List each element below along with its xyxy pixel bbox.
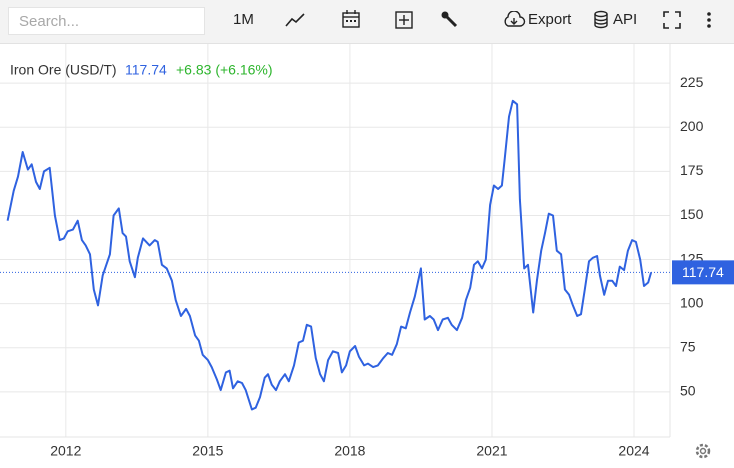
y-tick-label: 150	[680, 206, 704, 222]
x-tick-label: 2024	[618, 443, 649, 459]
export-button[interactable]: Export	[528, 11, 572, 28]
fullscreen-icon[interactable]	[662, 10, 682, 30]
x-tick-label: 2021	[476, 443, 507, 459]
x-tick-label: 2018	[334, 443, 365, 459]
y-tick-label: 200	[680, 118, 704, 134]
export-icon[interactable]	[502, 11, 526, 29]
tools-icon[interactable]	[440, 10, 460, 30]
calendar-icon[interactable]	[341, 9, 361, 29]
y-tick-label: 50	[680, 383, 696, 399]
line-icon[interactable]	[284, 11, 306, 29]
toolbar: Search... 1M Export API	[0, 0, 734, 44]
settings-icon[interactable]	[695, 443, 711, 459]
range-button[interactable]: 1M	[233, 11, 254, 28]
y-tick-label: 75	[680, 338, 696, 354]
y-tick-label: 175	[680, 162, 704, 178]
current-price: 117.74	[125, 62, 167, 78]
price-line	[6, 99, 653, 411]
search-box[interactable]: Search...	[8, 7, 205, 35]
add-icon[interactable]	[394, 10, 414, 30]
api-button[interactable]: API	[613, 11, 638, 28]
last-price-box	[672, 260, 734, 285]
api-icon[interactable]	[593, 10, 609, 30]
y-tick-label: 225	[680, 74, 704, 90]
last-price-label: 117.74	[682, 264, 724, 280]
price-change: +6.83 (+6.16%)	[176, 62, 273, 78]
x-tick-label: 2015	[192, 443, 223, 459]
chart-title: Iron Ore (USD/T)	[10, 62, 117, 78]
x-tick-label: 2012	[50, 443, 81, 459]
y-tick-label: 100	[680, 294, 704, 310]
menu-icon[interactable]	[704, 10, 714, 30]
